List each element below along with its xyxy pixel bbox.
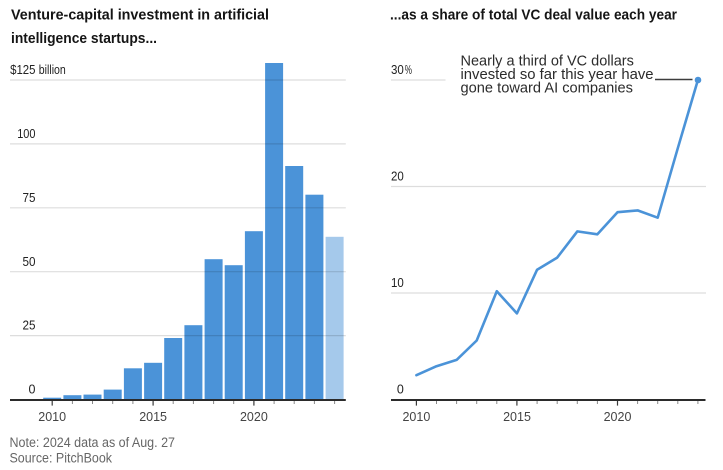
svg-text:%: % [405, 63, 412, 77]
svg-text:...as a share of total VC deal: ...as a share of total VC deal value eac… [390, 7, 677, 24]
svg-text:2020: 2020 [240, 410, 268, 424]
svg-text:Source: PitchBook: Source: PitchBook [10, 451, 113, 466]
svg-text:100: 100 [17, 127, 35, 141]
svg-text:2015: 2015 [139, 410, 167, 424]
svg-text:Nearly a third of VC dollars: Nearly a third of VC dollars [461, 53, 634, 70]
svg-text:2010: 2010 [402, 410, 430, 424]
svg-text:25: 25 [23, 319, 36, 333]
svg-text:20: 20 [391, 170, 404, 184]
svg-text:2020: 2020 [604, 410, 632, 424]
svg-text:10: 10 [391, 276, 404, 290]
svg-text:0: 0 [29, 383, 36, 397]
svg-text:$125: $125 [10, 63, 35, 77]
svg-text:invested so far this year have: invested so far this year have [461, 66, 654, 83]
svg-text:gone toward AI companies: gone toward AI companies [461, 80, 634, 97]
svg-text:billion: billion [39, 63, 66, 77]
svg-text:75: 75 [23, 191, 36, 205]
svg-text:0: 0 [397, 383, 404, 397]
svg-text:Venture-capital investment in: Venture-capital investment in artificial [11, 7, 269, 24]
svg-text:intelligence startups...: intelligence startups... [11, 30, 157, 47]
svg-text:Note: 2024 data as of Aug. 27: Note: 2024 data as of Aug. 27 [10, 435, 176, 450]
svg-text:2010: 2010 [38, 410, 66, 424]
svg-text:50: 50 [23, 255, 36, 269]
svg-text:30: 30 [391, 63, 404, 77]
svg-text:2015: 2015 [503, 410, 531, 424]
